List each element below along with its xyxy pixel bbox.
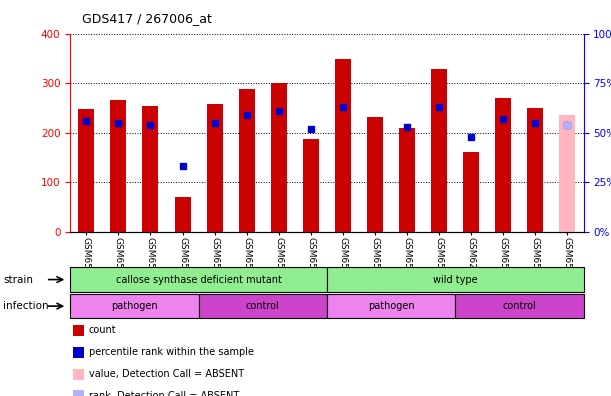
Bar [111,101,126,232]
Bar [527,108,543,232]
Text: value, Detection Call = ABSENT: value, Detection Call = ABSENT [89,369,244,379]
Text: pathogen: pathogen [368,301,414,311]
Bar [560,115,576,232]
Text: pathogen: pathogen [111,301,158,311]
Bar [463,152,479,232]
Bar [175,197,191,232]
Text: callose synthase deficient mutant: callose synthase deficient mutant [115,274,282,285]
Bar [367,117,383,232]
Bar [431,69,447,232]
Bar [207,104,222,232]
Text: GDS417 / 267006_at: GDS417 / 267006_at [82,12,213,25]
Bar [142,107,158,232]
Bar [78,109,94,232]
Bar [271,83,287,232]
Text: control: control [502,301,536,311]
Text: infection: infection [3,301,49,311]
Text: rank, Detection Call = ABSENT: rank, Detection Call = ABSENT [89,390,239,396]
Text: control: control [246,301,280,311]
Text: percentile rank within the sample: percentile rank within the sample [89,347,254,357]
Bar [303,139,319,232]
Bar [239,89,255,232]
Bar [335,59,351,232]
Text: strain: strain [3,274,33,285]
Bar [496,98,511,232]
Text: wild type: wild type [433,274,478,285]
Bar [399,128,415,232]
Text: count: count [89,325,116,335]
